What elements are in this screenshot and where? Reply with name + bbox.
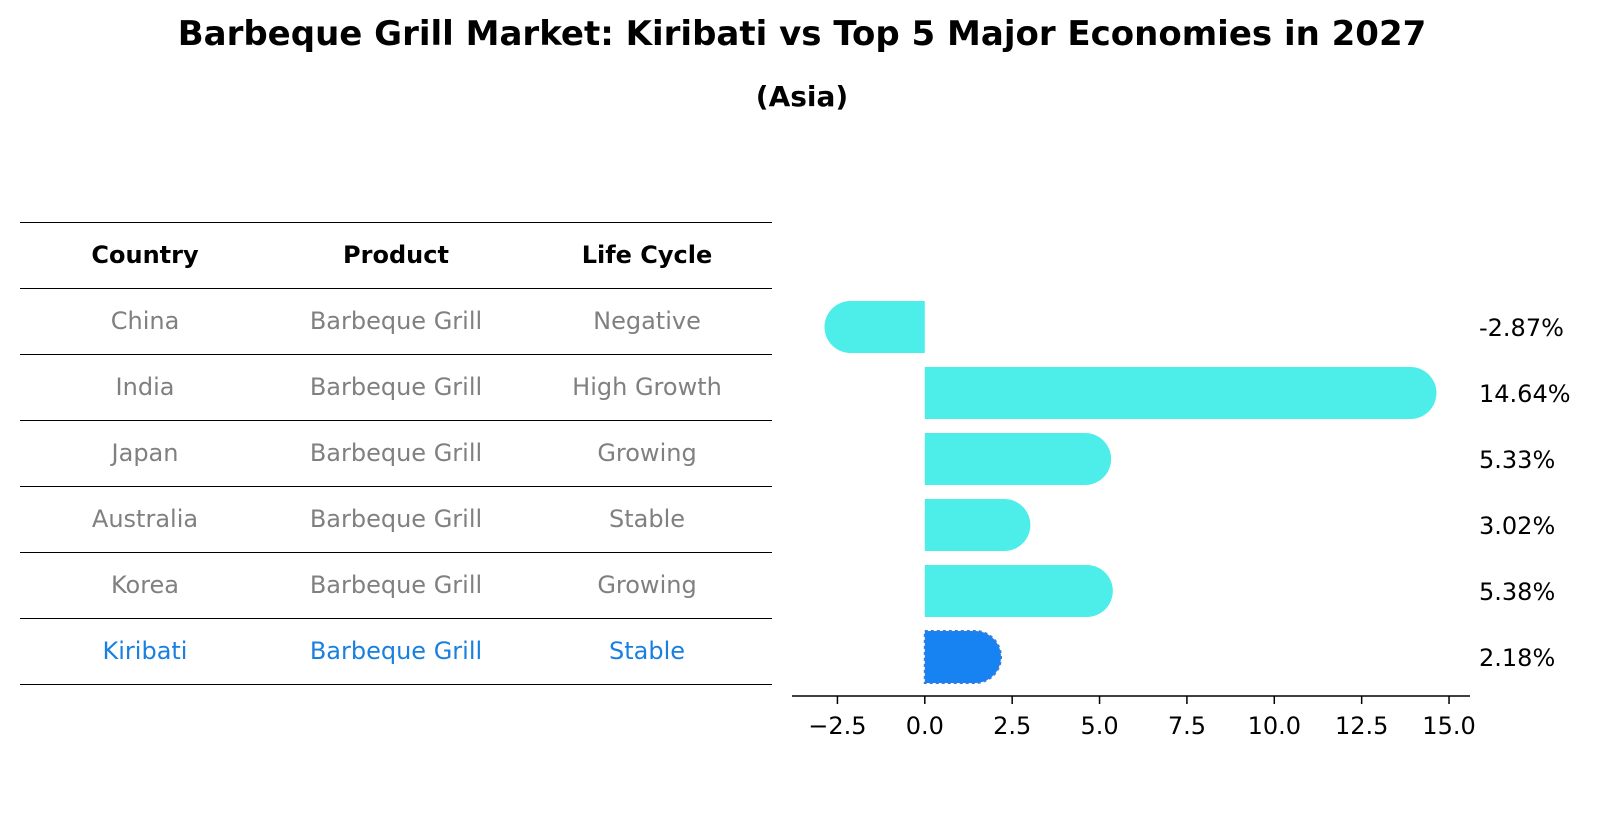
bar-kiribati bbox=[923, 630, 1002, 684]
bar-australia bbox=[924, 499, 1031, 551]
table-cell-product: Barbeque Grill bbox=[309, 307, 483, 335]
table-cell-country-highlight: Kiribati bbox=[102, 637, 188, 665]
x-tick-label: 5.0 bbox=[1080, 712, 1118, 740]
column-header-product: Product bbox=[343, 241, 449, 269]
table-cell-country: Australia bbox=[91, 505, 199, 533]
bar-value-label: -2.87% bbox=[1479, 314, 1564, 342]
table-rule bbox=[20, 486, 772, 487]
bar-china bbox=[824, 301, 925, 353]
table-cell-product: Barbeque Grill bbox=[309, 505, 483, 533]
x-tick-label: 15.0 bbox=[1422, 712, 1475, 740]
bar-value-label: 2.18% bbox=[1479, 644, 1555, 672]
table-rule bbox=[20, 552, 772, 553]
x-tick-label: −2.5 bbox=[808, 712, 866, 740]
table-rule bbox=[20, 222, 772, 223]
table-rule bbox=[20, 288, 772, 289]
bar-japan bbox=[924, 433, 1112, 485]
table-cell-country: China bbox=[110, 307, 180, 335]
table-cell-product: Barbeque Grill bbox=[309, 373, 483, 401]
table-rule bbox=[20, 420, 772, 421]
x-tick-label: 2.5 bbox=[993, 712, 1031, 740]
table-cell-life-cycle: Stable bbox=[608, 505, 686, 533]
bar-value-label: 5.38% bbox=[1479, 578, 1555, 606]
x-tick-label: 10.0 bbox=[1248, 712, 1301, 740]
table-rule bbox=[20, 684, 772, 685]
bar-value-label: 14.64% bbox=[1479, 380, 1571, 408]
bar-value-label: 3.02% bbox=[1479, 512, 1555, 540]
bar-korea bbox=[924, 565, 1113, 617]
chart-title: Barbeque Grill Market: Kiribati vs Top 5… bbox=[177, 14, 1427, 54]
table-cell-product: Barbeque Grill bbox=[309, 571, 483, 599]
table-cell-life-cycle: Growing bbox=[597, 571, 697, 599]
x-tick-label: 0.0 bbox=[906, 712, 944, 740]
table-cell-life-cycle-highlight: Stable bbox=[608, 637, 686, 665]
table-cell-life-cycle: Negative bbox=[593, 307, 701, 335]
x-tick-label: 7.5 bbox=[1168, 712, 1206, 740]
table-cell-country: Korea bbox=[110, 571, 180, 599]
table-cell-country: Japan bbox=[111, 439, 179, 467]
table-cell-life-cycle: High Growth bbox=[572, 373, 722, 401]
table-cell-country: India bbox=[115, 373, 175, 401]
bar-india bbox=[924, 367, 1437, 419]
table-cell-product-highlight: Barbeque Grill bbox=[309, 637, 483, 665]
table-rule bbox=[20, 354, 772, 355]
chart-subtitle: (Asia) bbox=[755, 80, 849, 113]
x-tick-label: 12.5 bbox=[1335, 712, 1388, 740]
table-cell-life-cycle: Growing bbox=[597, 439, 697, 467]
column-header-country: Country bbox=[91, 241, 199, 269]
column-header-life-cycle: Life Cycle bbox=[581, 241, 713, 269]
bar-value-label: 5.33% bbox=[1479, 446, 1555, 474]
table-rule bbox=[20, 618, 772, 619]
table-cell-product: Barbeque Grill bbox=[309, 439, 483, 467]
